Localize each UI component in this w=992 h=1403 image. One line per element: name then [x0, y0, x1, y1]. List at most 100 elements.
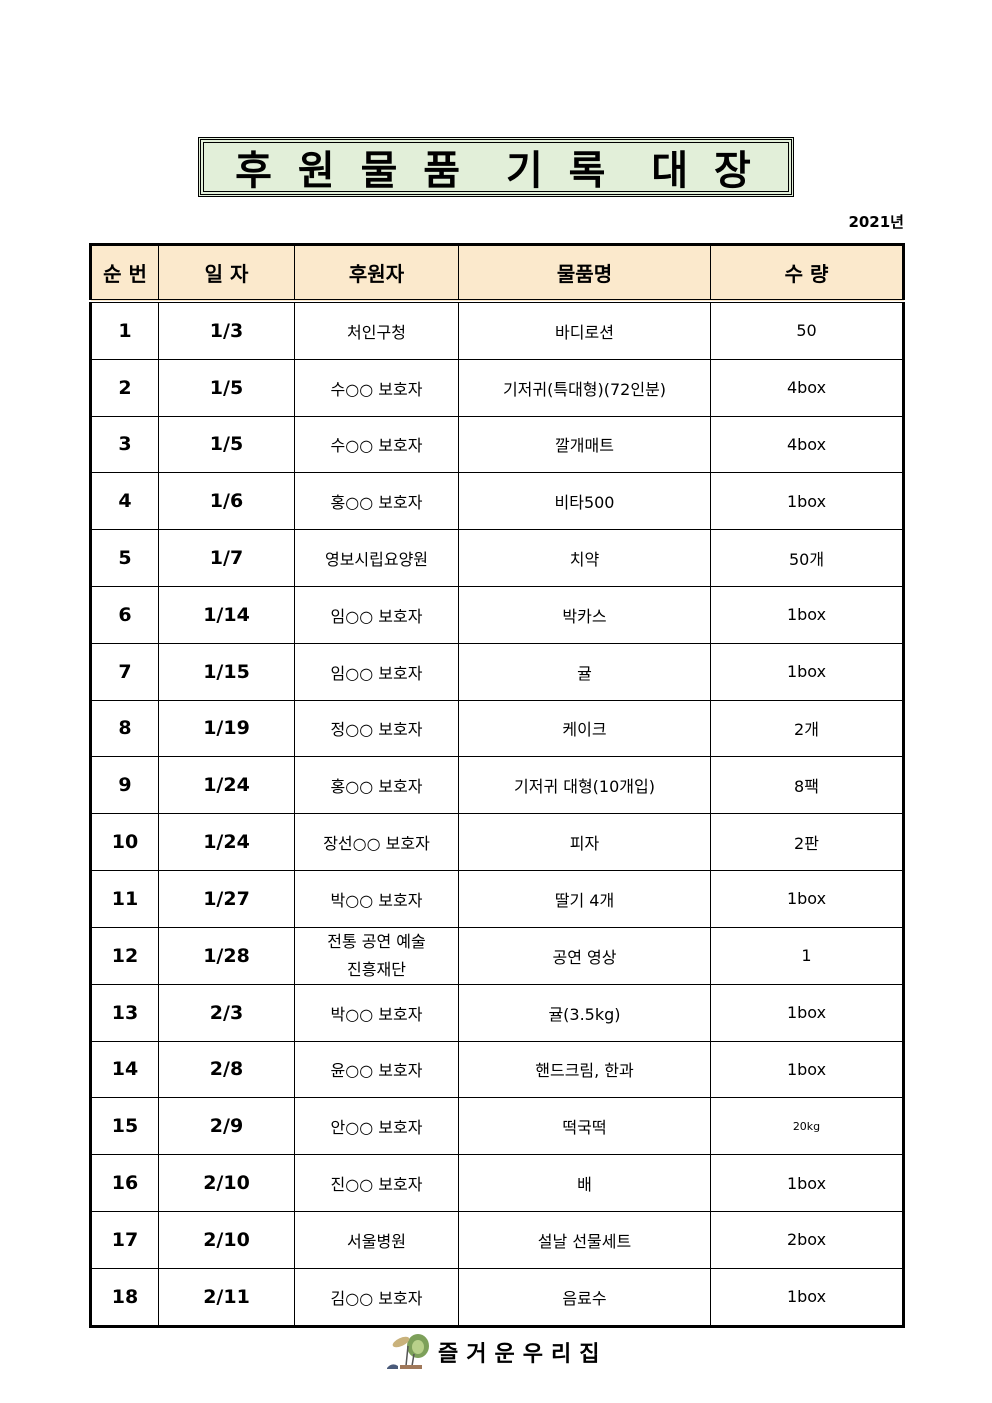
table-row: 17 2/10 서울병원 설날 선물세트 2box: [90, 1210, 904, 1269]
table-row: 2 1/5 수○○ 보호자 기저귀(특대형)(72인분) 4box: [90, 358, 904, 417]
cell-item: 깔개매트: [458, 415, 711, 474]
cell-donor: 윤○○ 보호자: [294, 1040, 459, 1099]
cell-donor: 서울병원: [294, 1210, 459, 1269]
cell-no: 17: [90, 1210, 159, 1269]
cell-qty: 1box: [710, 869, 904, 928]
cell-no: 1: [90, 300, 159, 360]
column-header-qty: 수 량: [710, 244, 904, 303]
cell-date: 1/14: [158, 585, 295, 644]
cell-item: 케이크: [458, 699, 711, 758]
cell-date: 2/9: [158, 1097, 295, 1156]
cell-qty: 1box: [710, 1267, 904, 1327]
table-row: 1 1/3 처인구청 바디로션 50: [90, 300, 904, 360]
cell-donor: 수○○ 보호자: [294, 358, 459, 417]
table-row: 5 1/7 영보시립요양원 치약 50개: [90, 529, 904, 587]
column-header-date: 일 자: [158, 244, 295, 303]
column-header-item: 물품명: [458, 244, 711, 303]
cell-no: 10: [90, 813, 159, 871]
table-row: 10 1/24 장선○○ 보호자 피자 2판: [90, 813, 904, 871]
cell-no: 12: [90, 926, 159, 985]
cell-item: 공연 영상: [458, 926, 711, 985]
cell-donor: 임○○ 보호자: [294, 585, 459, 644]
cell-item: 배: [458, 1154, 711, 1212]
cell-no: 8: [90, 699, 159, 758]
cell-donor: 진○○ 보호자: [294, 1154, 459, 1212]
cell-qty: 2판: [710, 813, 904, 871]
cell-date: 2/10: [158, 1210, 295, 1269]
cell-no: 16: [90, 1154, 159, 1212]
cell-date: 1/5: [158, 415, 295, 474]
table-row: 14 2/8 윤○○ 보호자 핸드크림, 한과 1box: [90, 1040, 904, 1099]
cell-item: 기저귀(특대형)(72인분): [458, 358, 711, 417]
table-header-row: 순 번 일 자 후원자 물품명 수 량: [90, 244, 904, 303]
cell-no: 6: [90, 585, 159, 644]
table-row: 16 2/10 진○○ 보호자 배 1box: [90, 1154, 904, 1212]
cell-no: 9: [90, 756, 159, 815]
cell-donor: 수○○ 보호자: [294, 415, 459, 474]
cell-no: 13: [90, 983, 159, 1042]
table-row: 9 1/24 홍○○ 보호자 기저귀 대형(10개입) 8팩: [90, 756, 904, 815]
cell-item: 비타500: [458, 472, 711, 531]
cell-qty: 4box: [710, 358, 904, 417]
cell-qty: 1box: [710, 1040, 904, 1099]
cell-item: 음료수: [458, 1267, 711, 1327]
cell-donor: 전통 공연 예술 진흥재단: [294, 926, 459, 985]
cell-qty: 50개: [710, 529, 904, 587]
cell-qty: 2개: [710, 699, 904, 758]
table-row: 11 1/27 박○○ 보호자 딸기 4개 1box: [90, 869, 904, 928]
cell-qty: 1box: [710, 642, 904, 701]
cell-donor: 홍○○ 보호자: [294, 472, 459, 531]
cell-donor: 임○○ 보호자: [294, 642, 459, 701]
cell-qty: 4box: [710, 415, 904, 474]
cell-date: 2/8: [158, 1040, 295, 1099]
cell-donor: 장선○○ 보호자: [294, 813, 459, 871]
cell-date: 1/15: [158, 642, 295, 701]
cell-item: 박카스: [458, 585, 711, 644]
cell-donor: 김○○ 보호자: [294, 1267, 459, 1327]
cell-qty: 2box: [710, 1210, 904, 1269]
cell-no: 7: [90, 642, 159, 701]
cell-item: 설날 선물세트: [458, 1210, 711, 1269]
cell-qty: 20kg: [710, 1097, 904, 1156]
cell-donor: 처인구청: [294, 300, 459, 360]
table-row: 13 2/3 박○○ 보호자 귤(3.5kg) 1box: [90, 983, 904, 1042]
cell-no: 3: [90, 415, 159, 474]
cell-date: 2/11: [158, 1267, 295, 1327]
cell-donor: 박○○ 보호자: [294, 869, 459, 928]
column-header-donor: 후원자: [294, 244, 459, 303]
cell-qty: 1box: [710, 1154, 904, 1212]
year-label: 2021년: [848, 213, 904, 231]
cell-date: 1/24: [158, 756, 295, 815]
cell-donor: 박○○ 보호자: [294, 983, 459, 1042]
cell-item: 핸드크림, 한과: [458, 1040, 711, 1099]
table-row: 12 1/28 전통 공연 예술 진흥재단 공연 영상 1: [90, 926, 904, 985]
cell-date: 1/28: [158, 926, 295, 985]
cell-item: 기저귀 대형(10개입): [458, 756, 711, 815]
document-title-box: 후 원 물 품 기 록 대 장: [198, 137, 794, 197]
cell-no: 11: [90, 869, 159, 928]
table-row: 3 1/5 수○○ 보호자 깔개매트 4box: [90, 415, 904, 474]
cell-no: 4: [90, 472, 159, 531]
cell-item: 귤: [458, 642, 711, 701]
table-row: 6 1/14 임○○ 보호자 박카스 1box: [90, 585, 904, 644]
cell-qty: 1box: [710, 983, 904, 1042]
footer: 즐거운우리집: [384, 1332, 607, 1372]
table-row: 4 1/6 홍○○ 보호자 비타500 1box: [90, 472, 904, 531]
plant-logo-icon: [387, 1334, 429, 1369]
cell-date: 1/27: [158, 869, 295, 928]
cell-no: 2: [90, 358, 159, 417]
column-header-no: 순 번: [90, 244, 159, 303]
cell-qty: 1: [710, 926, 904, 985]
table-row: 18 2/11 김○○ 보호자 음료수 1box: [90, 1267, 904, 1327]
cell-qty: 1box: [710, 472, 904, 531]
cell-no: 5: [90, 529, 159, 587]
cell-qty: 8팩: [710, 756, 904, 815]
cell-date: 1/24: [158, 813, 295, 871]
cell-item: 딸기 4개: [458, 869, 711, 928]
cell-no: 18: [90, 1267, 159, 1327]
cell-donor: 홍○○ 보호자: [294, 756, 459, 815]
cell-no: 15: [90, 1097, 159, 1156]
cell-item: 귤(3.5kg): [458, 983, 711, 1042]
cell-date: 1/5: [158, 358, 295, 417]
table-row: 7 1/15 임○○ 보호자 귤 1box: [90, 642, 904, 701]
